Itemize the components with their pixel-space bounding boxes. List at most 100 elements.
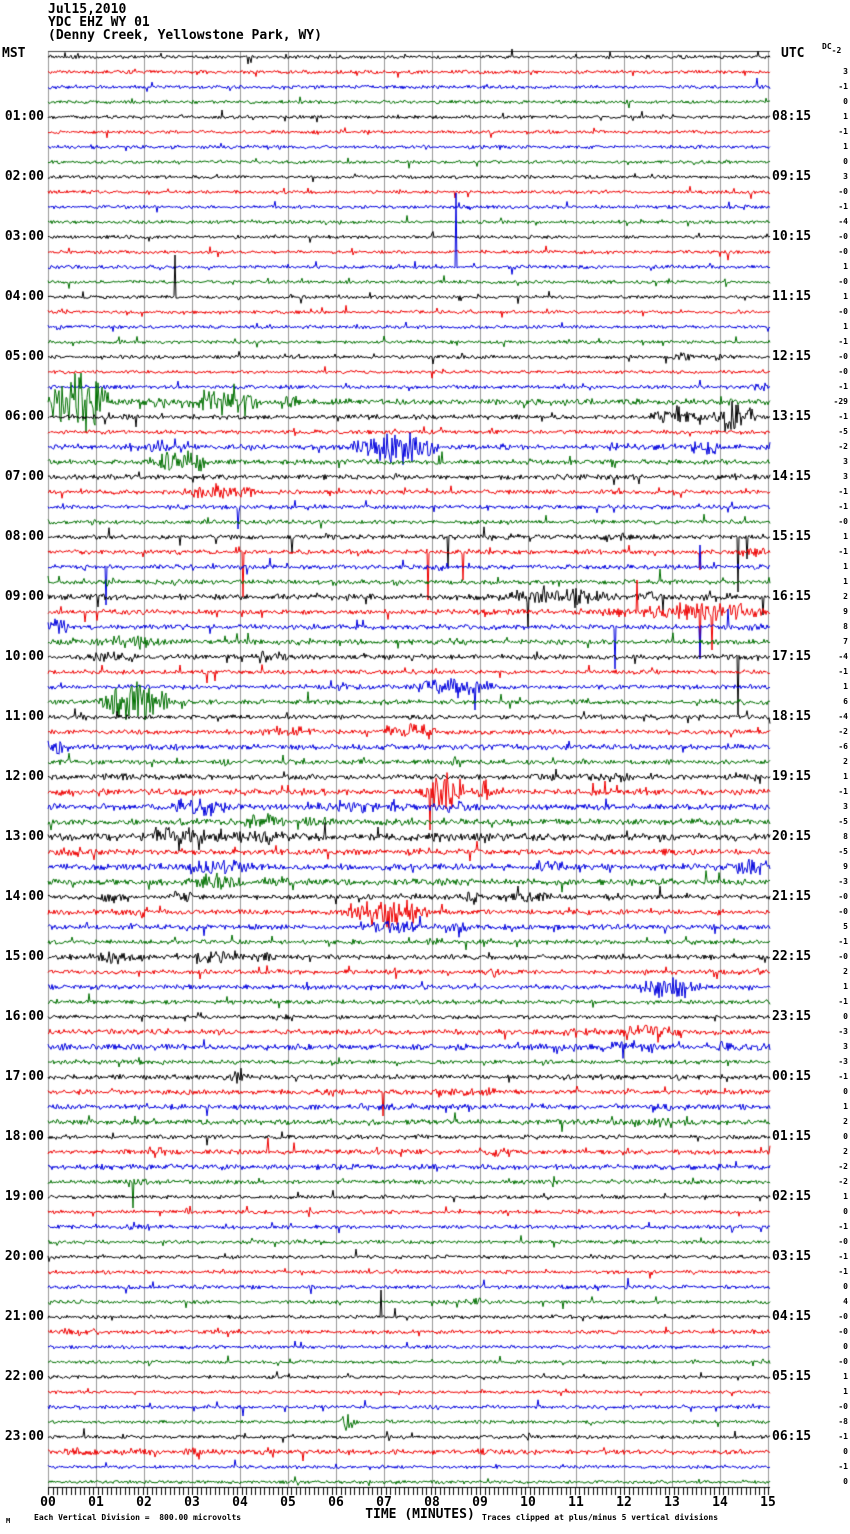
dc-offset-value: 1 <box>843 562 848 571</box>
mst-time-label: 08:00 <box>4 529 44 544</box>
dc-offset-value: 0 <box>843 97 848 106</box>
dc-offset-value: 0 <box>843 1207 848 1216</box>
dc-offset-value: -3 <box>838 1057 848 1066</box>
x-tick-label: 14 <box>712 1495 728 1510</box>
utc-time-label: 01:15 <box>772 1129 812 1144</box>
dc-offset-value: -0 <box>838 367 848 376</box>
mst-time-label: 02:00 <box>4 169 44 184</box>
dc-label: DC <box>822 42 832 51</box>
dc-offset-value: 1 <box>843 262 848 271</box>
dc-offset-value: 8 <box>843 622 848 631</box>
x-tick-label: 01 <box>88 1495 104 1510</box>
dc-offset-value: 2 <box>843 967 848 976</box>
dc-offset-value: -1 <box>838 412 848 421</box>
x-tick-label: 08 <box>424 1495 440 1510</box>
dc-offset-value: -3 <box>838 1027 848 1036</box>
dc-offset-value: -0 <box>838 907 848 916</box>
dc-offset-value: 3 <box>843 172 848 181</box>
x-tick-label: 07 <box>376 1495 392 1510</box>
utc-time-label: 00:15 <box>772 1069 812 1084</box>
dc-offset-value: -1 <box>838 82 848 91</box>
x-tick-label: 03 <box>184 1495 200 1510</box>
dc-offset-value: 1 <box>843 772 848 781</box>
mst-time-label: 13:00 <box>4 829 44 844</box>
x-tick-label: 02 <box>136 1495 152 1510</box>
dc-offset-value: -2 <box>838 442 848 451</box>
dc-offset-value: 1 <box>843 292 848 301</box>
mst-time-label: 06:00 <box>4 409 44 424</box>
dc-offset-value: 5 <box>843 922 848 931</box>
dc-offset-value: 3 <box>843 472 848 481</box>
dc-offset-value: 0 <box>843 1282 848 1291</box>
title-location: (Denny Creek, Yellowstone Park, WY) <box>48 28 322 43</box>
utc-time-label: 15:15 <box>772 529 812 544</box>
dc-offset-value: 3 <box>843 802 848 811</box>
mst-time-label: 15:00 <box>4 949 44 964</box>
dc-offset-value: -2 <box>838 727 848 736</box>
mst-time-label: 22:00 <box>4 1369 44 1384</box>
dc-offset-value: 0 <box>843 1447 848 1456</box>
dc-offset-value: 7 <box>843 637 848 646</box>
dc-offset-value: -1 <box>838 487 848 496</box>
mst-time-label: 07:00 <box>4 469 44 484</box>
dc-offset-value: 0 <box>843 1087 848 1096</box>
x-tick-label: 12 <box>616 1495 632 1510</box>
utc-time-label: 16:15 <box>772 589 812 604</box>
utc-time-label: 06:15 <box>772 1429 812 1444</box>
dc-offset-value: -5 <box>838 817 848 826</box>
utc-time-label: 09:15 <box>772 169 812 184</box>
dc-offset-value: 0 <box>843 1342 848 1351</box>
mst-time-label: 10:00 <box>4 649 44 664</box>
dc-offset-value: -1 <box>838 667 848 676</box>
dc-offset-header: DC-2 <box>822 42 841 55</box>
dc-offset-value: -1 <box>838 1222 848 1231</box>
mst-time-label: 18:00 <box>4 1129 44 1144</box>
dc-offset-value: -2 <box>838 1162 848 1171</box>
utc-time-label: 17:15 <box>772 649 812 664</box>
dc-offset-value: -0 <box>838 1357 848 1366</box>
utc-time-label: 05:15 <box>772 1369 812 1384</box>
dc-offset-value: 0 <box>843 1012 848 1021</box>
x-tick-label: 11 <box>568 1495 584 1510</box>
utc-time-label: 04:15 <box>772 1309 812 1324</box>
dc-offset-value: 3 <box>843 1042 848 1051</box>
mst-time-label: 11:00 <box>4 709 44 724</box>
dc-offset-value: -5 <box>838 427 848 436</box>
dc-offset-value: 1 <box>843 577 848 586</box>
dc-offset-value: 6 <box>843 697 848 706</box>
x-tick-label: 00 <box>40 1495 56 1510</box>
utc-time-label: 20:15 <box>772 829 812 844</box>
dc-offset-value: 1 <box>843 1102 848 1111</box>
utc-time-label: 22:15 <box>772 949 812 964</box>
footer-corner-mark: M <box>6 1517 11 1525</box>
dc-offset-value: -4 <box>838 712 848 721</box>
dc-offset-value: 3 <box>843 457 848 466</box>
x-tick-label: 09 <box>472 1495 488 1510</box>
dc-offset-value: 2 <box>843 1147 848 1156</box>
dc-offset-value: -2 <box>838 1177 848 1186</box>
dc-offset-value: -1 <box>838 937 848 946</box>
dc-offset-value: 9 <box>843 607 848 616</box>
dc-offset-value: -4 <box>838 652 848 661</box>
title-station: YDC EHZ WY 01 <box>48 15 150 30</box>
dc-offset-value: -1 <box>838 1252 848 1261</box>
utc-time-label: 21:15 <box>772 889 812 904</box>
footer-right-note: Traces clipped at plus/minus 5 vertical … <box>482 1513 719 1522</box>
dc-offset-value: -4 <box>838 217 848 226</box>
dc-offset-value: -0 <box>838 1237 848 1246</box>
dc-offset-value: 1 <box>843 532 848 541</box>
dc-offset-value: -3 <box>838 877 848 886</box>
dc-offset-value: 1 <box>843 682 848 691</box>
utc-time-label: 10:15 <box>772 229 812 244</box>
dc-offset-value: -0 <box>838 247 848 256</box>
dc-offset-value: -0 <box>838 232 848 241</box>
dc-offset-value: 1 <box>843 322 848 331</box>
dc-offset-value: 0 <box>843 1477 848 1486</box>
utc-time-label: 13:15 <box>772 409 812 424</box>
dc-offset-value: 4 <box>843 1297 848 1306</box>
dc-offset-value: -0 <box>838 277 848 286</box>
dc-offset-value: -0 <box>838 307 848 316</box>
dc-offset-value: 1 <box>843 1387 848 1396</box>
utc-header: UTC <box>781 46 805 61</box>
